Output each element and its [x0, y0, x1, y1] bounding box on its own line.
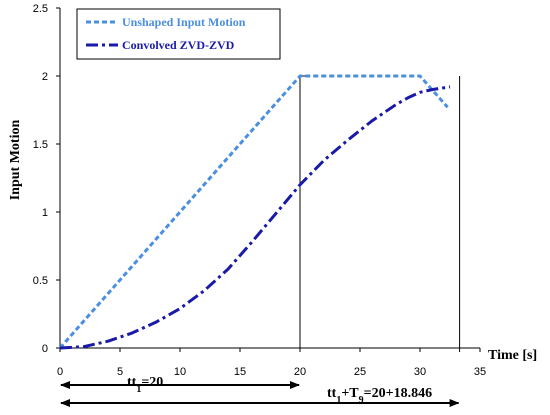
y-tick-label: 2	[42, 71, 48, 83]
series-line-unshaped	[58, 74, 449, 349]
reference-lines	[299, 75, 461, 352]
x-ticks: 0 5 10 15 20 25 30 35	[57, 348, 486, 378]
series-group	[58, 74, 451, 350]
legend: Unshaped Input Motion Convolved ZVD-ZVD	[76, 8, 281, 60]
legend-label-unshaped: Unshaped Input Motion	[122, 15, 246, 29]
annotation-arrows	[60, 381, 460, 407]
series-line-convolved	[59, 85, 451, 350]
annotation-label-1: tt1=20	[127, 375, 163, 395]
x-tick-label: 25	[354, 366, 366, 378]
legend-label-convolved: Convolved ZVD-ZVD	[122, 38, 235, 52]
x-tick-label: 5	[117, 366, 123, 378]
annotation-label-2: tt1+T9=20+18.846	[327, 386, 432, 406]
x-axis-title: Time [s]	[488, 348, 537, 363]
y-tick-label: 2.5	[33, 3, 48, 15]
y-axis-title: Input Motion	[8, 120, 23, 201]
y-tick-label: 1.5	[33, 139, 48, 151]
y-tick-label: 1	[42, 207, 48, 219]
y-tick-label: 0.5	[33, 275, 48, 287]
x-tick-label: 30	[414, 366, 426, 378]
legend-box	[76, 8, 281, 60]
y-ticks: 0 0.5 1 1.5 2 2.5	[33, 3, 60, 355]
x-tick-label: 10	[174, 366, 186, 378]
y-tick-label: 0	[42, 343, 48, 355]
x-tick-label: 35	[474, 366, 486, 378]
x-tick-label: 15	[234, 366, 246, 378]
x-tick-label: 0	[57, 366, 63, 378]
x-tick-label: 20	[294, 366, 306, 378]
